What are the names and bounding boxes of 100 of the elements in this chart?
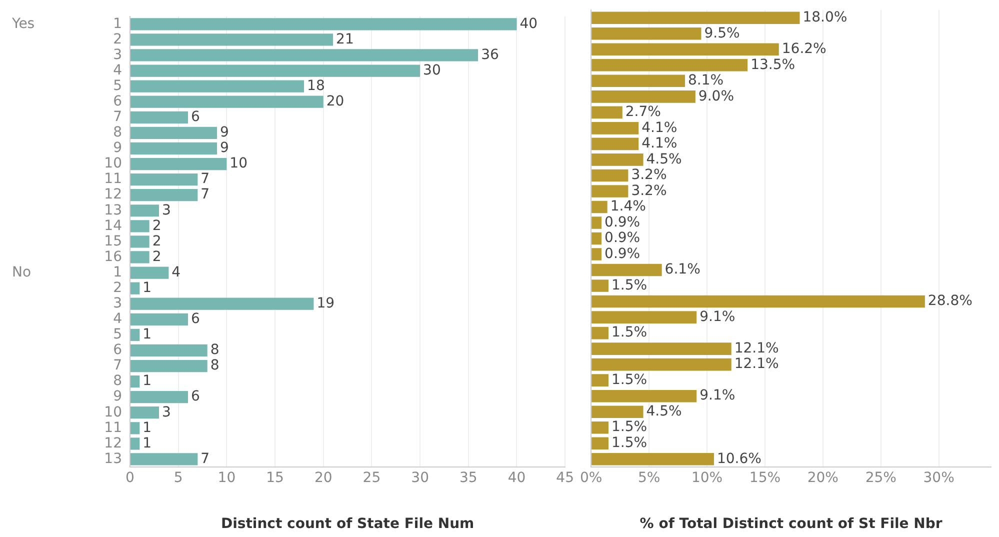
data-label: 13.5% [750, 56, 796, 73]
data-label: 0.9% [604, 246, 640, 262]
bar [130, 328, 140, 341]
bar [130, 438, 140, 450]
bar [592, 185, 628, 198]
bar [592, 200, 608, 214]
bar [592, 74, 685, 88]
data-label: 1.5% [611, 372, 648, 388]
data-label: 18.0% [802, 10, 848, 26]
bar [592, 342, 732, 355]
data-label: 6 [191, 388, 200, 405]
bar [592, 59, 748, 72]
data-label: 1 [142, 435, 152, 452]
y-tick-label: 2 [113, 31, 122, 48]
y-tick-label: 1 [113, 16, 122, 32]
x-tick-label: 15 [266, 470, 284, 486]
bar [130, 266, 169, 279]
x-tick-label: 0% [580, 470, 602, 486]
data-label: 9 [220, 140, 229, 156]
x-tick-label: 45 [556, 470, 574, 486]
bar [130, 173, 198, 186]
data-label: 9.5% [704, 25, 740, 42]
bar [130, 236, 150, 248]
data-label: 40 [520, 16, 538, 32]
bar [130, 189, 198, 202]
y-tick-label: 7 [113, 358, 122, 374]
data-label: 6.1% [664, 262, 700, 278]
y-tick-label: 9 [113, 388, 122, 405]
bar [592, 295, 925, 308]
data-label: 6 [191, 311, 200, 328]
bar [592, 248, 602, 260]
bar [130, 18, 517, 30]
data-label: 9.1% [700, 308, 736, 325]
bar [592, 311, 697, 324]
data-label: 3.2% [631, 182, 667, 199]
data-label: 28.8% [928, 293, 972, 310]
data-label: 4.5% [646, 403, 682, 420]
data-label: 1 [142, 326, 152, 343]
bar [130, 64, 420, 77]
bar [130, 422, 140, 434]
bar [130, 111, 188, 124]
x-tick-label: 20 [314, 470, 332, 486]
y-tick-label: 2 [113, 280, 122, 296]
x-tick-label: 35 [459, 470, 478, 486]
data-label: 16.2% [782, 41, 826, 58]
x-tick-label: 10 [218, 470, 236, 486]
y-tick-label: 10 [104, 404, 122, 420]
data-label: 3 [162, 202, 171, 218]
y-tick-label: 13 [104, 450, 122, 467]
y-tick-label: 7 [113, 109, 122, 126]
bar [592, 154, 644, 166]
data-label: 4.1% [642, 136, 678, 152]
bar [592, 43, 779, 56]
data-label: 4.1% [642, 120, 678, 136]
data-label: 1.5% [611, 419, 648, 436]
bar [130, 406, 160, 419]
bar [130, 158, 227, 170]
y-tick-label: 5 [113, 326, 122, 343]
bar [592, 169, 628, 182]
x-axis-title: % of Total Distinct count of St File Nbr [640, 516, 942, 532]
text: No [12, 264, 32, 280]
bar [592, 374, 608, 386]
data-label: 3 [162, 404, 171, 420]
y-tick-label: 13 [104, 202, 122, 218]
data-label: 1 [142, 373, 152, 390]
data-label: 2 [152, 248, 162, 265]
y-tick-label: 8 [113, 124, 122, 141]
y-tick-label: 8 [113, 373, 122, 390]
data-label: 2 [152, 233, 162, 250]
data-label: 1.4% [610, 198, 646, 215]
text: Yes [11, 16, 35, 32]
y-tick-label: 11 [104, 171, 122, 188]
data-label: 1.5% [611, 435, 648, 452]
data-label: 2.7% [625, 104, 661, 120]
bar [592, 452, 714, 466]
data-label: 6 [191, 109, 200, 126]
data-label: 1 [142, 280, 152, 296]
data-label: 10.6% [716, 450, 762, 467]
x-tick-label: 25% [865, 470, 896, 486]
bar [592, 358, 732, 371]
x-tick-label: 30% [923, 470, 954, 486]
y-tick-label: 4 [113, 311, 122, 328]
bar [592, 90, 696, 103]
bar [592, 390, 697, 402]
data-label: 9.0% [698, 88, 734, 104]
bar [592, 27, 702, 40]
data-label: 4 [172, 264, 181, 280]
bar [130, 142, 218, 155]
y-tick-label: 6 [113, 94, 122, 110]
bar [130, 298, 314, 310]
bar [592, 138, 639, 150]
bar [592, 280, 608, 292]
bar [130, 204, 160, 217]
bar [130, 360, 208, 372]
y-tick-label: 3 [113, 295, 122, 312]
y-tick-label: 16 [104, 248, 122, 265]
bar [592, 326, 608, 340]
data-label: 10 [230, 156, 248, 172]
bar [130, 126, 218, 139]
y-tick-label: 11 [104, 420, 122, 436]
